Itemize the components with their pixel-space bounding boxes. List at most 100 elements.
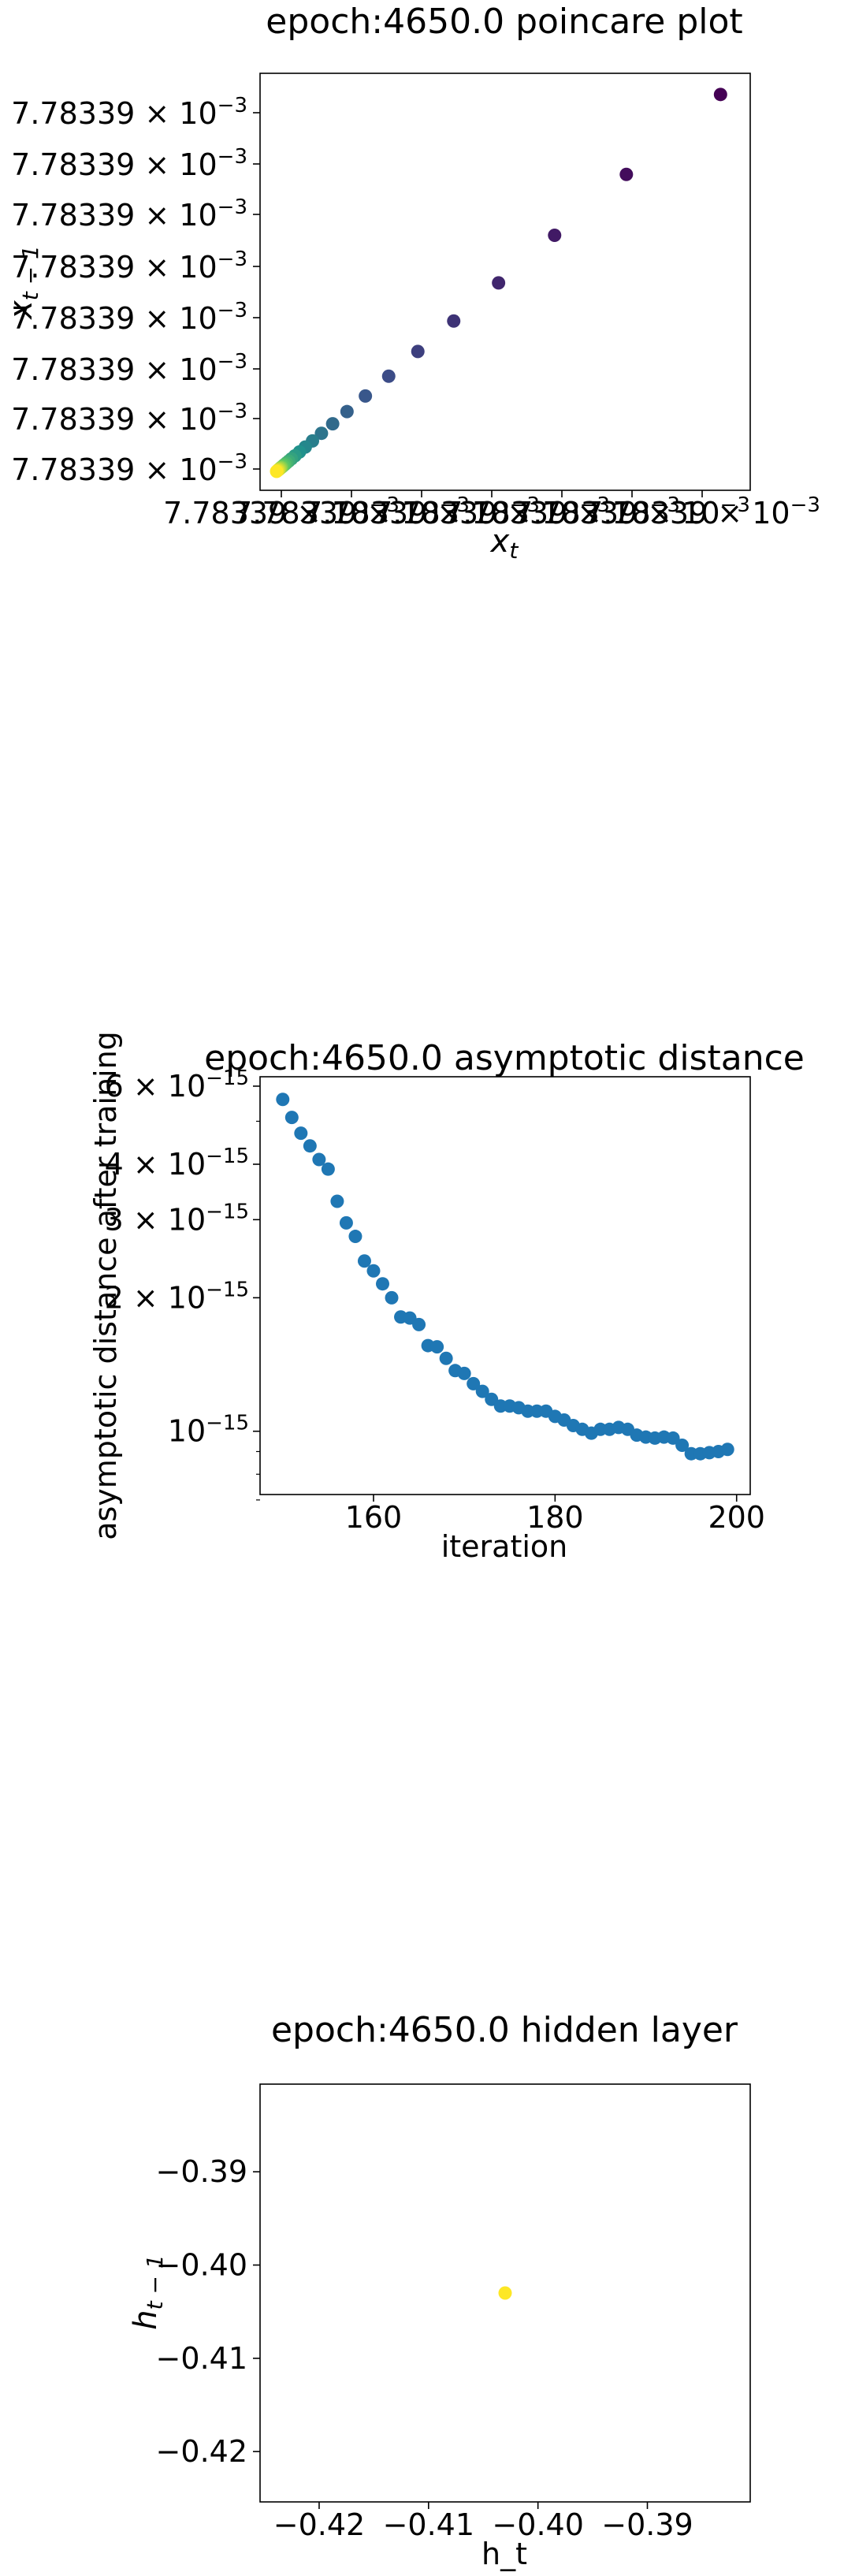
poincare-y-tick-label: 7.78339 × 10−3	[11, 195, 247, 233]
distance-y-axis-label: asymptotic distance after training	[88, 1031, 123, 1540]
distance-point	[303, 1139, 317, 1153]
hidden-y-axis-label: ht − 1	[128, 2254, 168, 2329]
distance-y-tick-label-exponent: −15	[206, 1145, 249, 1168]
hidden-chart: epoch:4650.0 hidden layer −0.42−0.41−0.4…	[128, 2010, 751, 2571]
hidden-x-tick-label: −0.39	[601, 2507, 693, 2542]
distance-point	[294, 1126, 308, 1141]
distance-point	[675, 1438, 690, 1452]
distance-y-tick-label-exponent: −15	[206, 1067, 249, 1090]
hidden-x-axis-label: h_t	[481, 2537, 527, 2571]
hidden-y-label-sub: t − 1	[142, 2254, 168, 2310]
distance-y-tick-label: 10−15	[168, 1412, 249, 1449]
poincare-y-tick-label-mantissa: 7.78339 × 10	[11, 452, 218, 487]
poincare-x-tick-label-mantissa: 7.78339 × 10	[163, 496, 370, 530]
poincare-y-tick-label: 7.78339 × 10−3	[11, 248, 247, 285]
hidden-y-tick-label: −0.42	[156, 2434, 247, 2469]
distance-point	[475, 1384, 489, 1398]
distance-y-tick-label: 3 × 10−15	[105, 1200, 249, 1237]
poincare-x-tick-label-exponent: −3	[790, 493, 820, 517]
hidden-plot-area	[259, 2083, 751, 2503]
poincare-y-tick-label-exponent: −3	[218, 145, 247, 169]
poincare-point	[447, 314, 461, 328]
distance-chart: epoch:4650.0 asymptotic distance 10−15 2 …	[88, 1031, 805, 1564]
distance-y-tick-label-mantissa: 6 × 10	[105, 1069, 206, 1104]
poincare-x-tick-label-exponent: −3	[650, 493, 680, 517]
hidden-x-ticks: −0.42 −0.41 −0.40 −0.39	[273, 2502, 693, 2542]
poincare-x-tick-label-exponent: −3	[580, 493, 610, 517]
distance-point	[666, 1431, 680, 1445]
poincare-x-tick-label-mantissa: 7.78339 × 10	[303, 496, 510, 530]
poincare-points	[270, 87, 727, 478]
poincare-y-tick-label-mantissa: 7.78339 × 10	[11, 352, 218, 387]
hidden-x-tick-label: −0.41	[383, 2507, 474, 2542]
poincare-chart: epoch:4650.0 poincare plot 7.78339 × 10−…	[3, 2, 820, 564]
poincare-y-tick-label: 7.78339 × 10−3	[11, 145, 247, 182]
hidden-points	[498, 2286, 512, 2300]
hidden-y-tick-label: −0.41	[156, 2341, 247, 2376]
distance-point	[276, 1093, 290, 1107]
poincare-x-tick-label-exponent: −3	[720, 493, 750, 517]
poincare-point	[314, 426, 329, 441]
poincare-x-tick-label-exponent: −3	[440, 493, 470, 517]
distance-points	[276, 1093, 734, 1461]
poincare-point	[381, 369, 396, 383]
poincare-x-axis-label: xt	[489, 523, 519, 564]
poincare-point	[270, 464, 284, 478]
distance-point	[284, 1111, 299, 1125]
poincare-x-tick-label: 7.78339 × 10−3	[303, 493, 540, 530]
distance-title: epoch:4650.0 asymptotic distance	[204, 1038, 805, 1078]
distance-point	[348, 1230, 363, 1244]
distance-y-tick-label: 6 × 10−15	[105, 1067, 249, 1104]
distance-point	[366, 1264, 381, 1278]
distance-point	[321, 1162, 335, 1176]
poincare-x-tick-label: 7.78339 × 10−3	[163, 493, 400, 530]
hidden-point	[498, 2286, 512, 2300]
distance-point	[720, 1442, 734, 1457]
poincare-y-label-main: x	[3, 300, 39, 321]
distance-x-tick-label: 200	[708, 1500, 765, 1535]
poincare-title: epoch:4650.0 poincare plot	[266, 2, 742, 42]
distance-y-tick-label-exponent: −15	[206, 1278, 249, 1301]
distance-point	[376, 1277, 389, 1291]
distance-y-tick-label-mantissa: 3 × 10	[105, 1202, 206, 1237]
poincare-x-label-sub: t	[509, 538, 519, 564]
poincare-y-tick-label-mantissa: 7.78339 × 10	[11, 96, 218, 131]
poincare-y-tick-label-mantissa: 7.78339 × 10	[11, 198, 218, 233]
distance-x-axis-label: iteration	[441, 1529, 568, 1564]
poincare-y-tick-label-exponent: −3	[218, 248, 247, 271]
poincare-y-tick-label-exponent: −3	[218, 350, 247, 374]
poincare-x-tick-label-mantissa: 7.78339 × 10	[584, 496, 790, 530]
distance-point	[312, 1152, 326, 1167]
hidden-y-ticks: −0.42 −0.41 −0.40 −0.39	[156, 2154, 260, 2469]
poincare-y-tick-label-mantissa: 7.78339 × 10	[11, 147, 218, 182]
distance-point	[467, 1376, 481, 1390]
poincare-y-tick-label-exponent: −3	[218, 94, 247, 117]
distance-x-tick-label: 160	[345, 1500, 403, 1535]
poincare-y-tick-label-exponent: −3	[218, 299, 247, 322]
distance-point	[330, 1194, 344, 1208]
poincare-plot-area	[259, 73, 751, 491]
poincare-x-tick-label: 7.78339 × 10−3	[514, 493, 750, 530]
poincare-y-tick-label-exponent: −3	[218, 400, 247, 423]
distance-point	[385, 1290, 399, 1305]
distance-point	[357, 1254, 371, 1268]
poincare-x-tick-label-mantissa: 7.78339 × 10	[514, 496, 720, 530]
distance-plot-area	[259, 1076, 751, 1495]
poincare-x-tick-label-exponent: −3	[510, 493, 540, 517]
poincare-point	[548, 229, 562, 243]
poincare-x-tick-label: 7.78339 × 10−3	[444, 493, 680, 530]
poincare-point	[340, 404, 354, 419]
poincare-point	[325, 417, 340, 431]
hidden-y-tick-label: −0.39	[156, 2154, 247, 2189]
hidden-title: epoch:4650.0 hidden layer	[271, 2010, 738, 2050]
distance-y-tick-label-mantissa: 2 × 10	[105, 1280, 206, 1315]
poincare-y-tick-label-mantissa: 7.78339 × 10	[11, 250, 218, 285]
distance-y-tick-label: 4 × 10−15	[105, 1145, 249, 1182]
poincare-y-tick-label-mantissa: 7.78339 × 10	[11, 402, 218, 437]
poincare-y-tick-label-mantissa: 7.78339 × 10	[11, 301, 218, 336]
poincare-x-label-main: x	[489, 523, 510, 560]
poincare-y-tick-label: 7.78339 × 10−3	[11, 400, 247, 437]
poincare-y-tick-label-exponent: −3	[218, 195, 247, 219]
poincare-y-tick-label: 7.78339 × 10−3	[11, 350, 247, 387]
